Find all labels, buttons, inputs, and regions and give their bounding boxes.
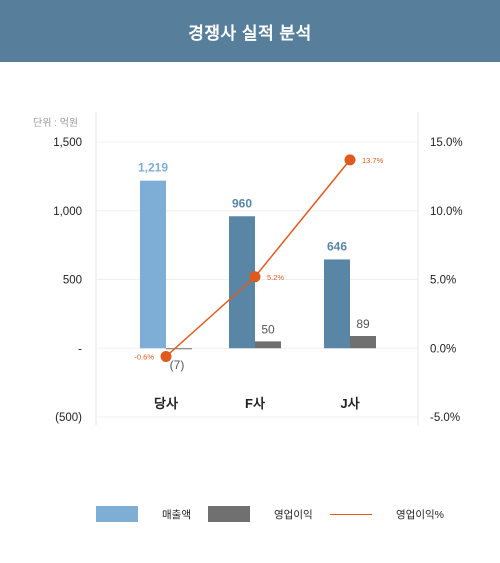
data-label-op-income: 50 xyxy=(261,322,275,336)
x-category-label: J사 xyxy=(340,396,359,411)
legend-item-op-income: 영업이익 xyxy=(208,505,313,523)
data-point-op-margin xyxy=(344,154,356,166)
data-label-op-income: (7) xyxy=(170,358,185,372)
data-label-op-income: 89 xyxy=(356,317,370,331)
legend-label-op-income: 영업이익 xyxy=(274,508,313,521)
y-left-tick-label: 1,500 xyxy=(53,137,82,149)
y-left-tick-label: (500) xyxy=(55,412,82,424)
y-right-tick-label: 0.0% xyxy=(430,343,456,355)
data-label-revenue: 960 xyxy=(232,196,252,210)
data-label-op-margin: -0.6% xyxy=(134,353,154,362)
y-left-tick-label: 500 xyxy=(63,275,82,287)
data-label-op-margin: 5.2% xyxy=(267,273,284,282)
x-category-label: 당사 xyxy=(154,396,178,411)
y-right-tick-label: 10.0% xyxy=(430,206,463,218)
legend-swatch-op-income xyxy=(208,506,250,522)
legend-swatch-revenue xyxy=(96,506,138,522)
legend-item-revenue: 매출액 xyxy=(96,505,191,523)
y-left-tick-label: 1,000 xyxy=(53,206,82,218)
legend-label-revenue: 매출액 xyxy=(162,508,191,521)
data-point-op-margin xyxy=(249,271,261,283)
bar-op-income xyxy=(255,341,281,349)
bar-revenue xyxy=(229,216,255,349)
data-label-revenue: 1,219 xyxy=(138,161,168,175)
bar-revenue xyxy=(324,259,350,349)
unit-label: 단위 : 억원 xyxy=(33,116,78,129)
chart-header: 경쟁사 실적 분석 xyxy=(0,0,500,62)
data-label-revenue: 646 xyxy=(327,239,347,253)
data-point-op-margin xyxy=(160,351,172,362)
legend-item-op-margin: 영업이익% xyxy=(330,505,444,523)
legend: 매출액 영업이익 영업이익% xyxy=(0,505,500,525)
legend-label-op-margin: 영업이익% xyxy=(396,508,444,521)
y-right-tick-label: -5.0% xyxy=(430,412,460,424)
bar-op-income xyxy=(350,336,376,349)
y-right-tick-label: 15.0% xyxy=(430,137,463,149)
series-line-op-margin xyxy=(165,159,351,358)
y-left-tick-label: - xyxy=(78,343,82,355)
y-right-tick-label: 5.0% xyxy=(430,275,456,287)
bar-op-income xyxy=(166,348,192,350)
data-label-op-margin: 13.7% xyxy=(362,156,384,165)
legend-swatch-op-margin xyxy=(330,513,372,515)
x-category-label: F사 xyxy=(245,396,265,411)
combo-chart: 단위 : 억원 1,500 1,000 500 - (500) 15.0% 10.0% 5.0%… xyxy=(33,112,463,425)
bar-revenue xyxy=(140,180,166,349)
chart-title: 경쟁사 실적 분석 xyxy=(188,23,312,43)
